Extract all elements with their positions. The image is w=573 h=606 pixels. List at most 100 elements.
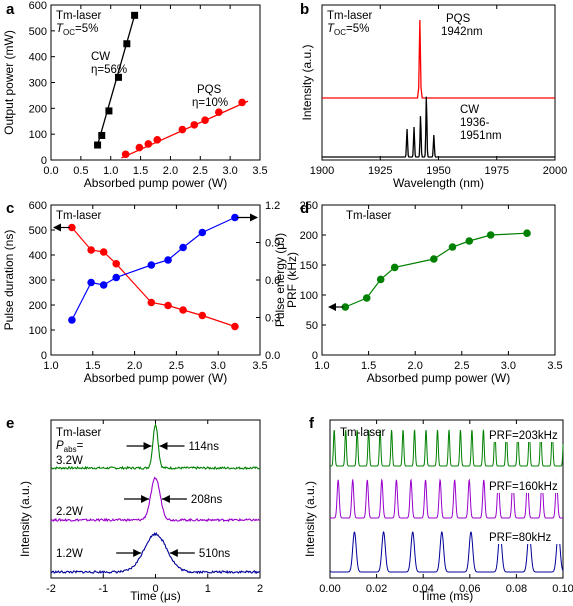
panel-a-cw-efficiency: η=56% [91, 64, 127, 76]
panel-c-left-arrow-head [53, 223, 61, 232]
panel-d-ytick-label: 150 [300, 260, 318, 272]
panel-c-series-line-0 [71, 227, 236, 328]
panel-d-point [523, 229, 531, 237]
panel-f-xtick-label: 0.02 [366, 583, 387, 595]
panel-f-xtick-label: 0.08 [506, 583, 527, 595]
panel-c-xtick-label: 3.5 [252, 360, 267, 372]
panel-e-fwhm-arrow-left-head [133, 549, 142, 557]
panel-d-point [465, 237, 474, 245]
panel-c-point [87, 246, 95, 254]
panel-c-point [179, 243, 187, 252]
panel-c-point [68, 316, 76, 324]
panel-d-frame [321, 204, 556, 356]
panel-c-ytick-label: 600 [29, 200, 47, 212]
panel-f-xlabel: Time (ms) [420, 589, 474, 603]
panel-a-xtick-label: 0.5 [73, 165, 88, 177]
panel-a-point-circle [190, 121, 199, 129]
panel-f-ylabel: Intensity (a.u.) [303, 481, 317, 557]
panel-f-letter: f [309, 415, 315, 432]
panel-c-point [87, 278, 95, 287]
panel-c-ytick-right-label: 0.6 [265, 275, 280, 287]
panel-c-ytick-label: 500 [29, 225, 47, 237]
panel-e-pulse-trace [50, 532, 261, 575]
panel-f-label-backdrop [486, 479, 562, 493]
panel-d-xtick-label: 2.5 [454, 360, 469, 372]
panel-c-point [231, 322, 239, 331]
panel-f-xtick-label: 0.04 [412, 583, 433, 595]
panel-e-xtick-label: 2 [257, 583, 263, 595]
panel-d-point [390, 263, 399, 272]
panel-d-ytick-label: 200 [300, 230, 318, 242]
panel-c-point [198, 311, 207, 320]
panel-d-ytick-label: 250 [300, 200, 318, 212]
panel-a-point-circle [178, 125, 187, 134]
panel-d-xtick-label: 2.0 [408, 360, 423, 372]
panel-a-point-circle [144, 140, 153, 148]
panel-a-point-square [114, 73, 122, 81]
panel-c-point [147, 298, 156, 307]
panel-a-annotation-toc: TOC=5% [56, 23, 98, 37]
panel-d-xtick-label: 3.0 [501, 360, 516, 372]
panel-d-ytick-label: 0 [312, 350, 318, 362]
panel-e-pulse-trace [50, 423, 261, 471]
panel-a-point-square [94, 141, 102, 149]
panel-d-letter: d [300, 200, 309, 217]
panel-e-letter: e [6, 415, 14, 432]
panel-f-annotation-laser: Tm-laser [340, 427, 386, 439]
panel-a-point-square [98, 131, 106, 139]
panel-d-annotation-laser: Tm-laser [346, 210, 392, 222]
panel-b-xtick-label: 2000 [543, 165, 567, 177]
panel-c-point [164, 256, 172, 264]
panel-e-ylabel: Intensity (a.u.) [18, 481, 32, 557]
panel-a-ytick-label: 200 [29, 103, 47, 115]
panel-e-power-label: 2.2W [56, 506, 83, 518]
panel-a-pqs-efficiency: η=10% [192, 97, 228, 109]
panel-a-point-square [123, 40, 131, 48]
panel-a-point-circle [153, 136, 162, 144]
panel-c-ylabel-right: Pulse energy (μJ) [273, 233, 287, 327]
panel-e-fwhm-arrow-right-head [159, 442, 168, 450]
panel-a-xtick-label: 0.0 [43, 165, 58, 177]
panel-b-xtick-label: 1925 [368, 165, 392, 177]
panel-b-pqs-wavelength: 1942nm [441, 26, 483, 38]
panel-b-xlabel: Wavelength (nm) [393, 176, 484, 190]
panel-f-frame [329, 419, 564, 579]
panel-d-ytick-label: 50 [306, 320, 318, 332]
panel-c-point [198, 228, 207, 237]
panel-f-prf-label: PRF=203kHz [489, 430, 558, 442]
panel-c-xtick-label: 2.5 [169, 360, 184, 372]
panel-a-cw-label: CW [91, 51, 110, 63]
panel-f-xtick-label: 0.06 [459, 583, 480, 595]
panel-c-point [68, 223, 76, 232]
panel-a-ytick-label: 500 [29, 26, 47, 38]
panel-f-prf-label: PRF=160kHz [489, 481, 558, 493]
panel-a-annotation-laser: Tm-laser [56, 10, 102, 22]
panel-c-point [179, 306, 187, 314]
panel-e-fwhm-label: 114ns [188, 441, 219, 453]
panel-a-ytick-label: 100 [29, 129, 47, 141]
panel-c-point [231, 213, 239, 222]
panel-d-point [362, 294, 371, 302]
panel-d-point [376, 275, 385, 284]
panel-c-ytick-right-label: 1.2 [265, 200, 280, 212]
panel-c-point [112, 273, 121, 282]
panel-e-power-label: 1.2W [56, 548, 83, 560]
panel-d-arrow-head [328, 303, 336, 311]
panel-c-xtick-label: 1.0 [43, 360, 58, 372]
panel-c-ytick-label: 0 [41, 350, 47, 362]
panel-b-annotation-laser: Tm-laser [327, 10, 373, 22]
panel-a-ytick-label: 0 [41, 155, 47, 167]
panel-e-xlabel: Time (μs) [130, 589, 180, 603]
panel-c-letter: c [6, 200, 14, 217]
panel-c-ytick-right-label: 0.0 [265, 350, 280, 362]
panel-a-xtick-label: 3.0 [222, 165, 237, 177]
panel-a-xtick-label: 1.5 [133, 165, 148, 177]
panel-d-ylabel: PRF (kHz) [285, 252, 299, 308]
panel-b-annotation-toc: TOC=5% [327, 23, 369, 37]
panel-c-ytick-label: 200 [29, 300, 47, 312]
panel-c-xlabel: Absorbed pump power (W) [84, 371, 227, 385]
panel-d-point [430, 255, 438, 263]
panel-a-point-circle [201, 116, 209, 125]
panel-c-ylabel: Pulse duration (ns) [2, 230, 16, 331]
